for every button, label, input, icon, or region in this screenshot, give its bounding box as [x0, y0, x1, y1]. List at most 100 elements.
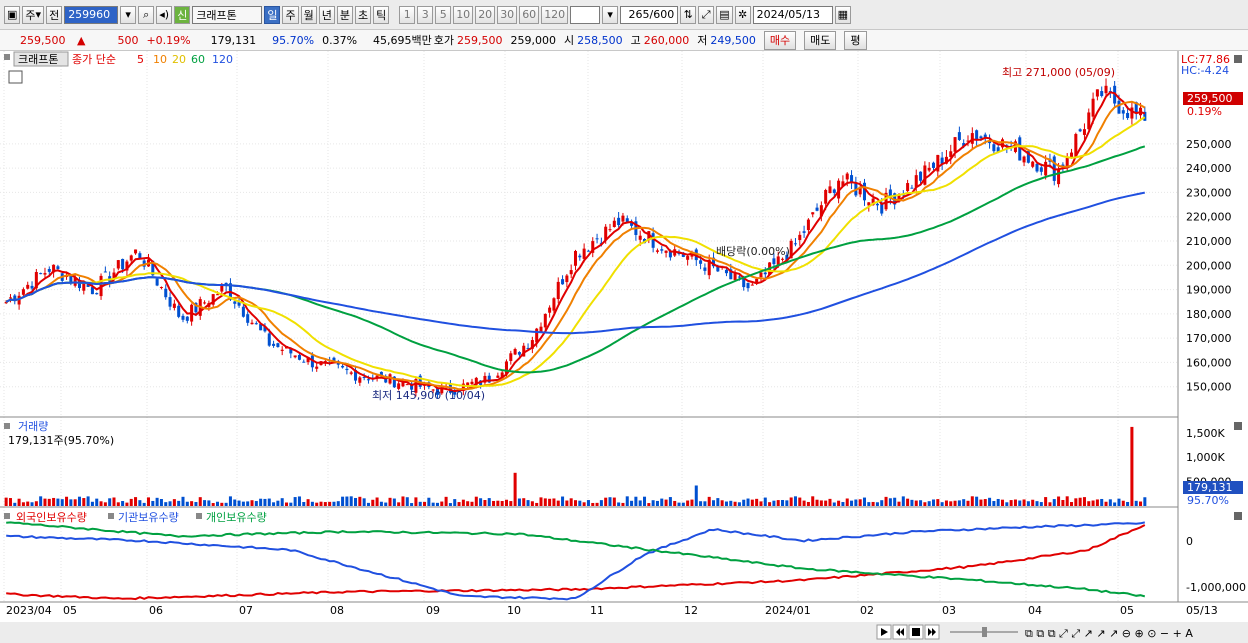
- volume-bar: [77, 496, 81, 506]
- volume-bar: [845, 498, 849, 506]
- table-icon[interactable]: [8, 70, 23, 84]
- interval-dropdown-icon[interactable]: ▾: [602, 5, 619, 24]
- candle-body: [992, 144, 996, 152]
- interval-custom-input[interactable]: [570, 5, 601, 24]
- line-tool-icon[interactable]: ⤢: [698, 5, 715, 24]
- candle-body: [910, 187, 914, 189]
- candle-body: [1130, 107, 1134, 119]
- period-year[interactable]: 년: [318, 5, 335, 24]
- candle-body: [604, 226, 608, 241]
- zoom-slider-thumb[interactable]: [982, 627, 987, 637]
- code-dropdown-icon[interactable]: ▾: [120, 5, 137, 24]
- sell-button[interactable]: 매도: [804, 30, 837, 50]
- speaker-icon[interactable]: ◂): [156, 5, 173, 24]
- period-week[interactable]: 주: [282, 5, 299, 24]
- volume-bar: [806, 501, 810, 506]
- volume-bar: [893, 497, 897, 506]
- volume-bar: [1134, 500, 1138, 506]
- volume-bar: [500, 501, 504, 506]
- interval-3[interactable]: 3: [417, 5, 434, 24]
- y-tick-label: 250,000: [1186, 138, 1232, 151]
- volume-bar: [39, 496, 43, 506]
- candle-body: [125, 261, 129, 271]
- credit-button[interactable]: 신: [174, 5, 191, 24]
- candle-body: [798, 234, 802, 241]
- volume-bar: [530, 501, 534, 506]
- volume-bar: [970, 496, 974, 506]
- candle-body: [1031, 161, 1035, 167]
- chart-tool-icon[interactable]: ⇅: [680, 5, 697, 24]
- period-month[interactable]: 월: [300, 5, 317, 24]
- high-annotation: 최고 271,000 (05/09): [1002, 66, 1115, 79]
- candle-body: [30, 285, 34, 289]
- candle-body: [655, 250, 659, 252]
- eval-button[interactable]: 평: [844, 30, 867, 50]
- interval-5[interactable]: 5: [435, 5, 452, 24]
- volume-bar: [681, 502, 685, 506]
- high-label: 고: [630, 34, 641, 47]
- candle-body: [509, 353, 513, 361]
- period-tick[interactable]: 틱: [373, 5, 390, 24]
- volume-bar: [168, 501, 172, 506]
- volume-panel-close-icon[interactable]: [1234, 422, 1242, 430]
- volume-bar: [492, 500, 496, 506]
- buy-button[interactable]: 매수: [763, 30, 797, 50]
- search-icon[interactable]: ⌕: [138, 5, 155, 24]
- volume-bar: [116, 502, 120, 506]
- tool-icons[interactable]: ⧉ ⧉ ⧉ ⤢ ⤢ ↗ ↗ ↗ ⊖ ⊕ ⊙ − + A: [1025, 627, 1193, 640]
- date-input[interactable]: 2024/05/13: [752, 5, 833, 24]
- low-annotation: 최저 145,900 (10/04): [372, 389, 485, 402]
- candle-body: [906, 183, 910, 192]
- type-select[interactable]: 주 ▾: [22, 5, 45, 24]
- y-tick-label: 220,000: [1186, 211, 1232, 224]
- volume-bar: [397, 502, 401, 506]
- volume-bar: [569, 498, 573, 506]
- prev-button[interactable]: 전: [46, 5, 63, 24]
- window-icon[interactable]: ▣: [4, 5, 21, 24]
- volume-bar: [513, 472, 517, 506]
- period-day[interactable]: 일: [264, 5, 281, 24]
- volume-bar: [988, 497, 992, 506]
- candle-body: [69, 275, 73, 283]
- candle-body: [151, 260, 155, 276]
- candle-body: [548, 307, 552, 313]
- candle-body: [1018, 137, 1022, 161]
- candle-body: [392, 376, 396, 388]
- price-panel-close-icon[interactable]: [1234, 55, 1242, 63]
- volume-bar: [522, 498, 526, 506]
- interval-60[interactable]: 60: [519, 5, 540, 24]
- chart-area[interactable]: 2023/04 05 06 07 08 09 10 11 12 2024/01 02 03 04 0515…: [0, 51, 1248, 643]
- save-icon[interactable]: ▤: [716, 5, 733, 24]
- candle-body: [940, 157, 944, 165]
- volume-bar: [466, 501, 470, 506]
- holding-panel-close-icon[interactable]: [1234, 512, 1242, 520]
- volume-bar: [1130, 426, 1134, 506]
- candle-body: [824, 190, 828, 204]
- volume-bar: [746, 498, 750, 506]
- interval-20[interactable]: 20: [475, 5, 496, 24]
- interval-1[interactable]: 1: [399, 5, 416, 24]
- end-date-label: 05/13: [1186, 604, 1218, 617]
- gear-icon[interactable]: ✲: [734, 5, 751, 24]
- candle-body: [789, 240, 793, 259]
- volume-bar: [664, 499, 668, 506]
- period-second[interactable]: 초: [354, 5, 372, 24]
- open-value: 258,500: [577, 33, 623, 47]
- candle-body: [483, 375, 487, 383]
- interval-10[interactable]: 10: [453, 5, 474, 24]
- volume-bar: [371, 499, 375, 506]
- period-minute[interactable]: 분: [336, 5, 353, 24]
- calendar-icon[interactable]: ▦: [834, 5, 851, 24]
- candle-body: [375, 375, 379, 378]
- volume-y-tick-label: 1,000K: [1186, 451, 1225, 464]
- volume-bar: [612, 497, 616, 506]
- count-field[interactable]: 265/600: [620, 5, 679, 24]
- stock-code-input[interactable]: 259960: [64, 5, 119, 24]
- volume-bar: [1009, 500, 1013, 506]
- interval-30[interactable]: 30: [497, 5, 518, 24]
- volume-bar: [43, 498, 47, 506]
- volume-bar: [1091, 500, 1095, 506]
- interval-120[interactable]: 120: [541, 5, 569, 24]
- scroll-controls[interactable]: ⧉ ⧉ ⧉ ⤢ ⤢ ↗ ↗ ↗ ⊖ ⊕ ⊙ − + A: [876, 624, 1193, 640]
- candle-body: [293, 355, 297, 358]
